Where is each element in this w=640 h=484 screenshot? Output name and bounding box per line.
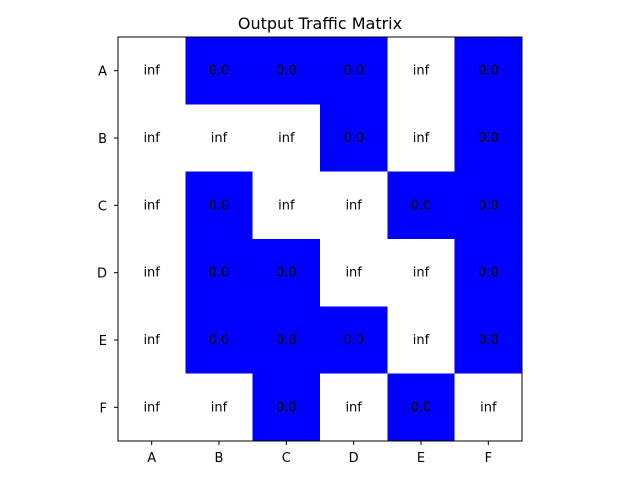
cell-value-label: 0.0 (478, 266, 499, 281)
cell-value-label: inf (345, 400, 362, 415)
heatmap-cell (185, 104, 254, 173)
cell-value-label: inf (143, 64, 160, 79)
heatmap-cell (252, 239, 321, 307)
cell-value-label: 0.0 (209, 198, 230, 213)
cell-value-label: inf (278, 131, 295, 146)
cell-value-label: 0.0 (343, 64, 364, 79)
x-axis: A B C D E F (147, 441, 492, 466)
y-axis: A B C D E F (97, 65, 118, 416)
plot-frame (117, 36, 523, 442)
y-tick-label: B (98, 132, 107, 147)
cell-value-label: 0.0 (209, 333, 230, 348)
heatmap-cell (252, 104, 321, 173)
x-tick-label: E (417, 451, 425, 466)
heatmap-cell (320, 306, 388, 375)
cell-value-label: 0.0 (276, 266, 297, 281)
heatmap-cell (320, 373, 388, 442)
heatmap-cell (118, 373, 186, 442)
heatmap-cell (185, 306, 254, 375)
cell-value-label: inf (143, 198, 160, 213)
x-tick-label: C (282, 451, 291, 466)
x-tick-label: B (215, 451, 224, 466)
heatmap-cell (387, 373, 456, 442)
heatmap-cell (387, 306, 456, 375)
cell-value-label: inf (345, 266, 362, 281)
cell-value-label: inf (143, 400, 160, 415)
cell-value-label: inf (480, 400, 497, 415)
heatmap-cell (252, 373, 321, 442)
y-tick-label: F (100, 401, 107, 416)
y-tick-label: A (98, 65, 107, 80)
chart-title: Output Traffic Matrix (238, 14, 402, 33)
cell-value-label: inf (413, 333, 430, 348)
cell-value-label: 0.0 (343, 333, 364, 348)
x-tick-label: A (147, 451, 156, 466)
cell-value-label: 0.0 (276, 400, 297, 415)
cell-value-label: 0.0 (343, 131, 364, 146)
cell-value-label: inf (413, 266, 430, 281)
cell-value-label: inf (143, 333, 160, 348)
x-tick-label: D (349, 451, 359, 466)
heatmap-cell (387, 239, 456, 307)
heatmap-cell (454, 373, 523, 442)
cell-value-label: 0.0 (478, 131, 499, 146)
heatmap-cell (320, 171, 388, 240)
heatmap-cell (118, 37, 186, 105)
cell-value-labels: inf 0.0 0.0 0.0 inf 0.0 inf inf inf 0.0 inf 0.0 inf 0… (143, 64, 498, 416)
cell-value-label: 0.0 (276, 64, 297, 79)
heatmap-cell (387, 171, 456, 240)
cell-value-label: inf (143, 131, 160, 146)
heatmap-cell (320, 104, 388, 173)
y-tick-label: C (98, 199, 107, 214)
cell-value-label: inf (413, 64, 430, 79)
heatmap-cell (454, 37, 523, 105)
cell-value-label: inf (211, 131, 228, 146)
heatmap-cell (454, 104, 523, 173)
heatmap-cell (454, 171, 523, 240)
heatmap-cell (252, 306, 321, 375)
heatmap-cell (118, 171, 186, 240)
cell-value-label: 0.0 (478, 198, 499, 213)
heatmap-cell (185, 239, 254, 307)
heatmap-cell (454, 306, 523, 375)
cell-value-label: inf (413, 131, 430, 146)
heatmap-cell (320, 239, 388, 307)
heatmap-cell (185, 37, 254, 105)
heatmap-cell (118, 104, 186, 173)
cell-value-label: inf (143, 266, 160, 281)
y-tick-label: E (99, 334, 107, 349)
y-tick-label: D (97, 267, 107, 282)
heatmap-cell (185, 373, 254, 442)
heatmap-cell (387, 104, 456, 173)
cell-value-label: 0.0 (478, 333, 499, 348)
heatmap-cell (252, 37, 321, 105)
heatmap-cell (185, 171, 254, 240)
cell-value-label: 0.0 (411, 198, 432, 213)
heatmap-cells (118, 37, 523, 442)
x-tick-label: F (485, 451, 492, 466)
heatmap-cell (387, 37, 456, 105)
heatmap-cell (118, 239, 186, 307)
cell-value-label: inf (345, 198, 362, 213)
heatmap-cell (454, 239, 523, 307)
cell-value-label: 0.0 (209, 64, 230, 79)
cell-value-label: 0.0 (276, 333, 297, 348)
cell-value-label: inf (278, 198, 295, 213)
heatmap-cell (118, 306, 186, 375)
heatmap-cell (252, 171, 321, 240)
cell-value-label: 0.0 (209, 266, 230, 281)
cell-value-label: 0.0 (478, 64, 499, 79)
cell-value-label: inf (211, 400, 228, 415)
heatmap-cell (320, 37, 388, 105)
cell-value-label: 0.0 (411, 400, 432, 415)
